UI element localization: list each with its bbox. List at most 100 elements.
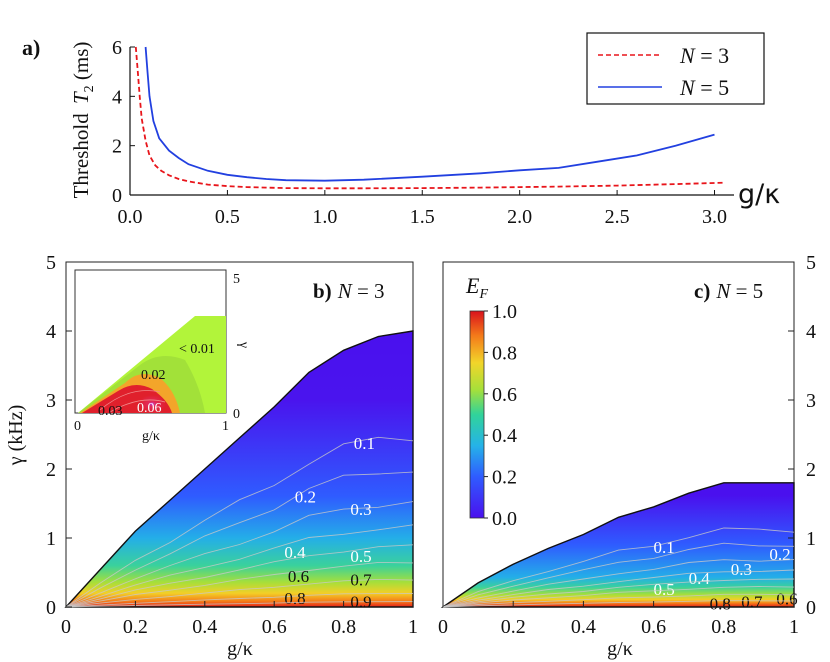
panel-c: 0.1 0.20.30.40.50.60.70.8 0 0.2 0.4 0.6 0.8 10…	[438, 252, 816, 660]
inset-tick-y0: 0	[233, 407, 240, 422]
inset-label-lt001: < 0.01	[179, 342, 215, 357]
y-title-var: T	[69, 91, 93, 104]
contour-label: 0.3	[350, 500, 371, 519]
contour-line	[65, 544, 414, 608]
panel-b-title: b) N = 3	[313, 279, 385, 303]
y-tick-label: 3	[46, 390, 56, 412]
x-tick-label: 0.6	[262, 616, 287, 638]
inset-tick-y5: 5	[233, 272, 240, 287]
contour-line	[65, 593, 413, 608]
inset-peak	[138, 395, 166, 413]
x-tick-label: 0.8	[331, 616, 356, 638]
x-tick-label: 0.2	[123, 616, 148, 638]
panel-b-contours: 0.10.20.30.4 0.50.6 0.70.8 0.9	[65, 434, 414, 611]
x-tick-label: 1	[408, 616, 418, 638]
contour-line	[65, 501, 414, 608]
x-tick-label: 1.5	[410, 206, 435, 228]
panel-a-axes: 0.0 0.5 1.0 1.5 2.0 2.5 3.0 0 2 4 6	[112, 37, 734, 228]
inset-label-002: 0.02	[141, 368, 166, 383]
contour-label: 0.4	[689, 569, 711, 588]
x-tick-label: 1	[789, 616, 799, 638]
colorbar-tick-label: 1.0	[492, 301, 517, 323]
x-tick-label: 2.5	[605, 206, 630, 228]
contour-line	[65, 524, 414, 608]
x-tick-label: 0	[61, 616, 71, 638]
colorbar-tick-label: 0.4	[492, 425, 517, 447]
panel-b: 0.10.20.30.4 0.50.6 0.70.8 0.9 0 0.2 0.4 0.6 0.…	[5, 252, 418, 660]
contour-line	[442, 569, 795, 608]
contour-label: 0.5	[350, 547, 371, 566]
y-tick-label: 2	[806, 459, 816, 481]
contour-line	[442, 600, 795, 608]
y-title-sub: 2	[82, 85, 97, 92]
x-tick-label: 0.5	[215, 206, 240, 228]
x-tick-label: 3.0	[702, 206, 727, 228]
svg-text:γ: γ	[236, 341, 251, 348]
contour-line	[65, 471, 414, 608]
contour-label: 0.3	[731, 560, 752, 579]
x-tick-label: 2.0	[507, 206, 532, 228]
panel-c-x-axis-title: g/κ	[607, 638, 633, 660]
inset-tick-x0: 0	[74, 419, 81, 434]
colorbar-tick-label: 0.2	[492, 467, 517, 489]
contour-line	[442, 578, 795, 608]
y-title-main: Threshold	[69, 113, 93, 199]
y-tick-label: 4	[806, 321, 816, 343]
panel-a-legend: N = 3 N = 5	[586, 32, 765, 105]
colorbar-tick-label: 0.8	[492, 342, 517, 364]
colorbar-tick-label: 0.0	[492, 508, 517, 530]
colorbar-gradient	[469, 310, 485, 519]
y-tick-label: 5	[806, 252, 816, 274]
contour-label: 0.7	[741, 592, 763, 611]
y-tick-label: 3	[806, 390, 816, 412]
inset-label-006: 0.06	[137, 401, 162, 416]
y-tick-label: 1	[46, 528, 56, 550]
panel-a-series	[134, 46, 725, 190]
y-tick-label: 4	[46, 321, 56, 343]
y-tick-label: 5	[46, 252, 56, 274]
contour-label: 0.7	[350, 570, 372, 589]
contour-label: 0.1	[354, 434, 375, 453]
panel-b-axes: 0 0.2 0.4 0.6 0.8 1 0 1 2 3 4 5	[46, 252, 418, 638]
y-tick-label: 2	[46, 459, 56, 481]
contour-label: 0.8	[710, 595, 731, 614]
legend-box	[586, 32, 765, 105]
panel-a-x-axis-title: g/κ	[738, 179, 780, 210]
y-tick-label: 4	[112, 86, 122, 108]
contour-line	[65, 601, 414, 608]
panel-c-title: c) N = 5	[694, 279, 763, 303]
inset-label-003: 0.03	[98, 404, 123, 419]
contour-line	[65, 436, 414, 608]
x-tick-label: 0.6	[641, 616, 666, 638]
y-tick-label: 0	[806, 597, 816, 619]
inset-y-axis-title: γ	[236, 341, 251, 348]
series-line-n5	[144, 46, 715, 182]
contour-label: 0.8	[284, 589, 305, 608]
panel-a-label: a)	[22, 35, 40, 60]
panel-b-y-axis-title: γ (kHz)	[5, 405, 27, 466]
x-tick-label: 1.0	[312, 206, 337, 228]
contour-label: 0.2	[769, 545, 790, 564]
inset-x-axis-title: g/κ	[142, 429, 160, 444]
y-tick-label: 1	[806, 528, 816, 550]
colorbar: EF 1.0 0.8 0.6 0.4 0.2 0.0	[465, 273, 517, 530]
colorbar-title: EF	[465, 273, 488, 302]
x-tick-label: 0.4	[571, 616, 596, 638]
y-tick-label: 0	[112, 185, 122, 207]
contour-line	[65, 561, 414, 608]
svg-text:γ (kHz): γ (kHz)	[5, 405, 27, 466]
y-tick-label: 0	[46, 597, 56, 619]
contour-line	[442, 527, 795, 608]
contour-line	[442, 593, 795, 608]
panel-b-x-axis-title: g/κ	[227, 638, 253, 660]
y-tick-label: 2	[112, 136, 122, 158]
y-title-unit: (ms)	[69, 42, 93, 86]
y-tick-label: 6	[112, 37, 122, 59]
x-tick-label: 0.0	[118, 206, 143, 228]
colorbar-tick-label: 0.6	[492, 384, 517, 406]
contour-label: 0.5	[654, 580, 675, 599]
panel-c-contours: 0.1 0.20.30.40.50.60.70.8	[442, 527, 798, 614]
panel-a: a) Threshold T2 (ms) 0.0 0.5 1.0 1.5 2.0 2.5 3…	[22, 32, 780, 228]
x-tick-label: 0.4	[192, 616, 217, 638]
